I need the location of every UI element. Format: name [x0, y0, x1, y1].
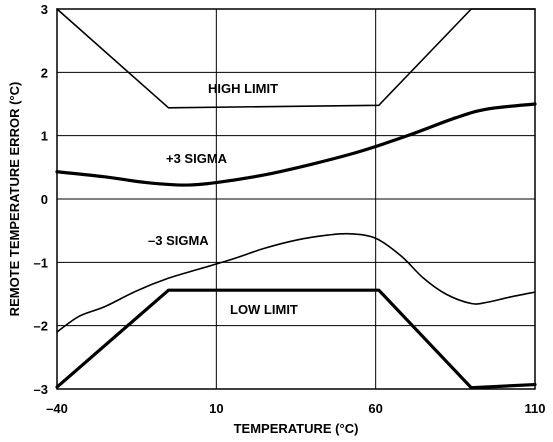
y-tick-label: 1	[41, 129, 48, 144]
series-lines	[55, 8, 537, 390]
plot-frame	[56, 8, 536, 390]
y-axis-title: REMOTE TEMPERATURE ERROR (°C)	[7, 82, 22, 317]
y-tick-labels: 3 2 1 0 –1 –2 –3	[34, 2, 48, 397]
grid-lines	[57, 9, 535, 389]
y-tick-label: 0	[41, 192, 48, 207]
series-line-3-sigma	[55, 102, 537, 187]
y-tick-label: –3	[34, 382, 48, 397]
y-tick-label: 3	[41, 2, 48, 17]
annotation-plus-3-sigma: +3 SIGMA	[166, 151, 228, 166]
y-tick-label: –1	[34, 255, 48, 270]
x-axis-title: TEMPERATURE (°C)	[234, 421, 359, 436]
series-line-low-limit	[55, 288, 537, 390]
x-tick-label: 60	[368, 401, 382, 416]
y-tick-label: 2	[41, 65, 48, 80]
y-tick-label: –2	[34, 319, 48, 334]
x-tick-label: –40	[46, 401, 68, 416]
x-tick-label: 110	[525, 401, 546, 416]
series-line-3-sigma	[56, 232, 536, 333]
annotation-high-limit: HIGH LIMIT	[208, 81, 278, 96]
annotation-minus-3-sigma: –3 SIGMA	[148, 233, 209, 248]
x-tick-label: 10	[209, 401, 223, 416]
annotation-low-limit: LOW LIMIT	[230, 302, 298, 317]
x-tick-labels: –40 10 60 110	[46, 401, 545, 416]
